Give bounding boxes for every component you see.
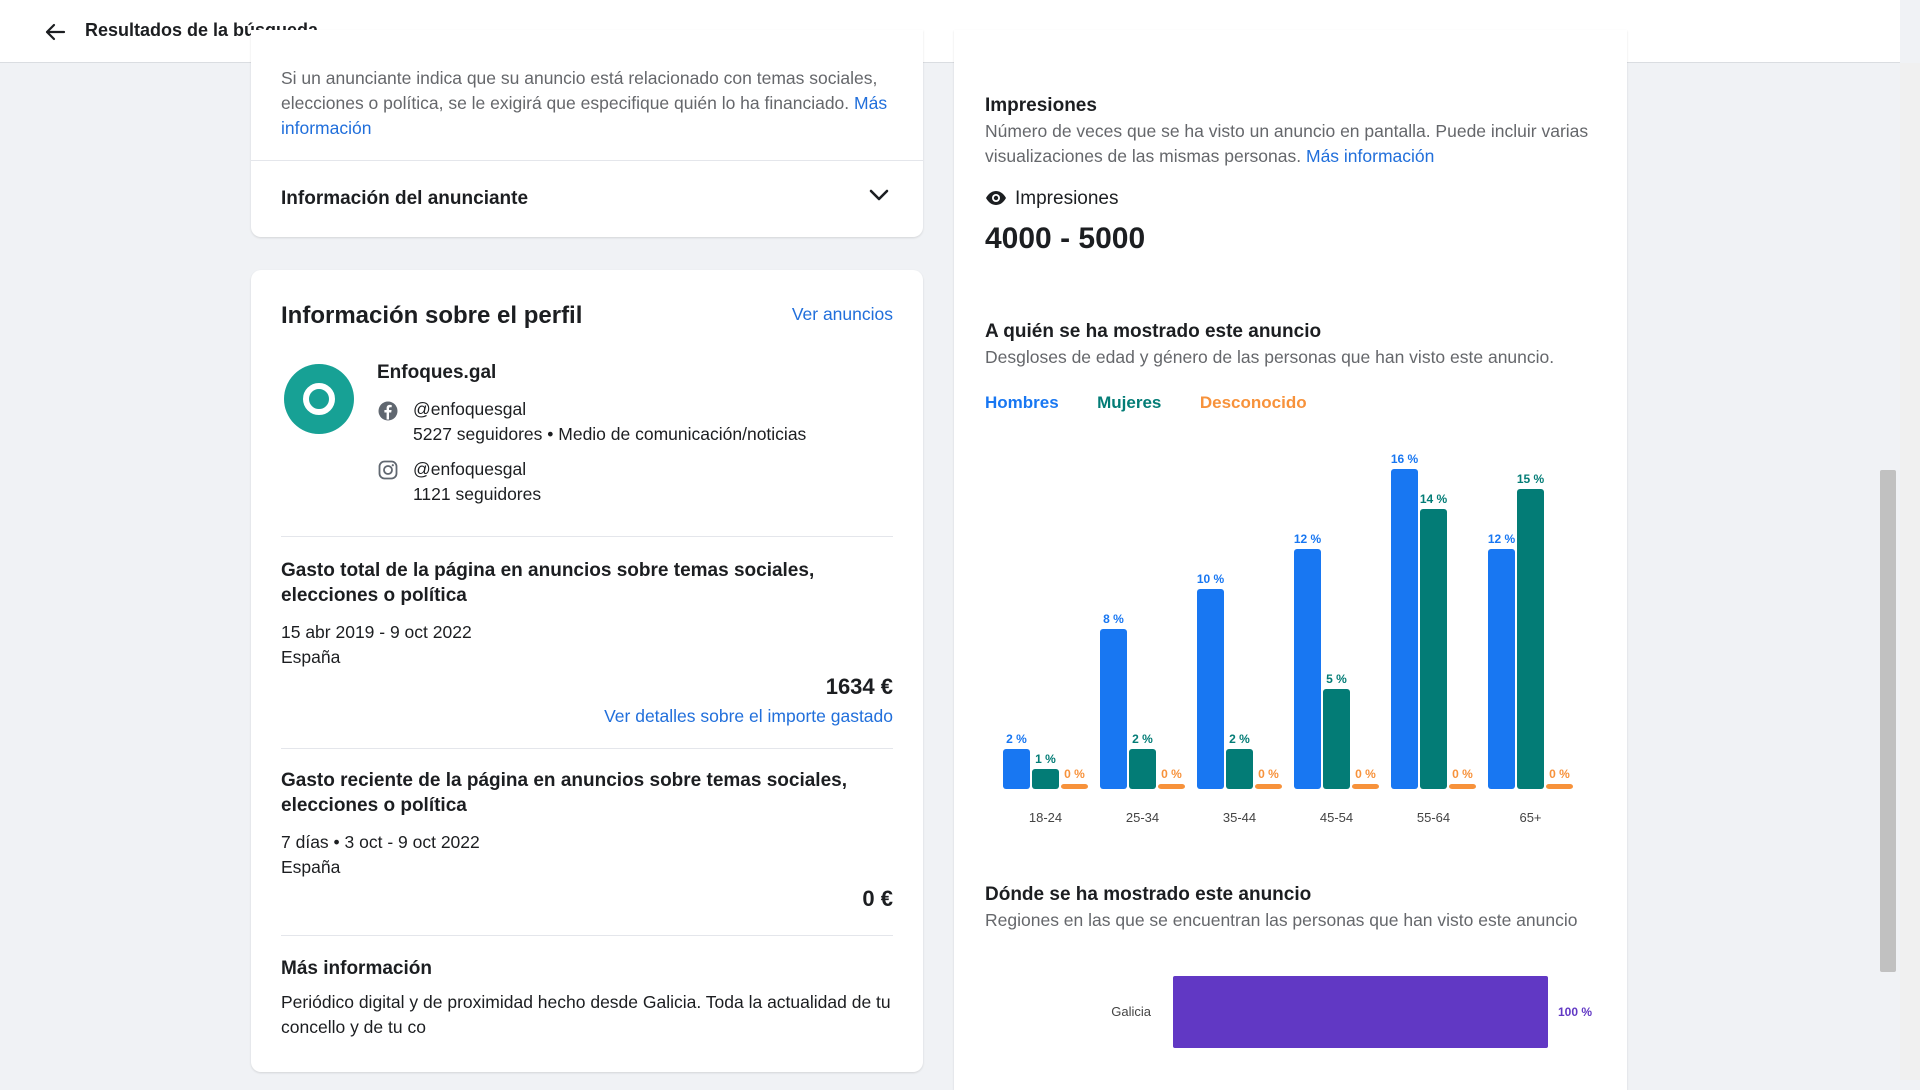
bar-label: 16 % xyxy=(1391,452,1419,466)
spend-details-link[interactable]: Ver detalles sobre el importe gastado xyxy=(604,706,893,726)
see-ads-link[interactable]: Ver anuncios xyxy=(791,304,893,324)
bar-label: 0 % xyxy=(1452,767,1473,781)
advertiser-info-toggle[interactable]: Información del anunciante xyxy=(281,188,529,209)
bar-label: 12 % xyxy=(1294,532,1322,546)
x-tick-label: 55-64 xyxy=(1417,810,1450,825)
bar-label: 5 % xyxy=(1326,672,1347,686)
bar-65+-1 xyxy=(1517,489,1544,789)
regions-title: Dónde se ha mostrado este anuncio xyxy=(985,884,1312,905)
chevron-down-icon[interactable] xyxy=(869,188,889,202)
arrow-left-icon[interactable] xyxy=(44,22,66,42)
instagram-handle: @enfoquesgal xyxy=(413,459,527,479)
region-label: Galicia xyxy=(1111,1004,1152,1019)
facebook-details: 5227 seguidores • Medio de comunicación/… xyxy=(413,424,807,444)
x-tick-label: 45-54 xyxy=(1320,810,1353,825)
impressions-description: Número de veces que se ha visto un anunc… xyxy=(985,119,1597,169)
disclaimer-card: Si un anunciante indica que su anuncio e… xyxy=(251,30,923,237)
bar-35-44-0 xyxy=(1197,589,1224,789)
bar-65+-2 xyxy=(1546,784,1573,789)
bar-label: 0 % xyxy=(1258,767,1279,781)
bar-18-24-0 xyxy=(1003,749,1030,789)
bar-label: 15 % xyxy=(1517,472,1545,486)
legend-men[interactable]: Hombres xyxy=(985,393,1059,412)
total-spend-country: España xyxy=(281,647,341,667)
page-name[interactable]: Enfoques.gal xyxy=(377,362,497,383)
instagram-icon xyxy=(378,460,398,480)
bar-label: 0 % xyxy=(1355,767,1376,781)
disclaimer-text: Si un anunciante indica que su anuncio e… xyxy=(281,66,891,141)
divider xyxy=(281,935,893,936)
recent-spend-country: España xyxy=(281,857,341,877)
bar-45-54-1 xyxy=(1323,689,1350,789)
bar-label: 0 % xyxy=(1064,767,1085,781)
impressions-value: 4000 - 5000 xyxy=(985,222,1146,255)
scrollbar-thumb[interactable] xyxy=(1880,470,1896,972)
recent-spend-date-range: 7 días • 3 oct - 9 oct 2022 xyxy=(281,832,480,852)
x-tick-label: 25-34 xyxy=(1126,810,1159,825)
impressions-title: Impresiones xyxy=(985,95,1097,116)
bar-label: 0 % xyxy=(1549,767,1570,781)
regions-subtitle: Regiones en las que se encuentran las pe… xyxy=(985,910,1578,930)
bar-label: 10 % xyxy=(1197,572,1225,586)
profile-section-title: Información sobre el perfil xyxy=(281,302,583,329)
bar-65+-0 xyxy=(1488,549,1515,789)
total-spend-amount: 1634 € xyxy=(825,674,893,699)
recent-spend-title: Gasto reciente de la página en anuncios … xyxy=(281,770,847,816)
impressions-label: Impresiones xyxy=(1015,188,1119,209)
facebook-icon xyxy=(378,401,398,421)
bar-55-64-1 xyxy=(1420,509,1447,789)
x-tick-label: 65+ xyxy=(1519,810,1541,825)
bar-label: 12 % xyxy=(1488,532,1516,546)
bar-55-64-0 xyxy=(1391,469,1418,789)
bar-label: 14 % xyxy=(1420,492,1448,506)
bar-label: 2 % xyxy=(1229,732,1250,746)
audience-title: A quién se ha mostrado este anuncio xyxy=(985,321,1322,342)
scrollbar-track[interactable] xyxy=(1900,63,1920,1080)
bar-45-54-0 xyxy=(1294,549,1321,789)
divider xyxy=(281,536,893,537)
divider xyxy=(281,748,893,749)
bar-18-24-2 xyxy=(1061,784,1088,789)
audience-subtitle: Desgloses de edad y género de las person… xyxy=(985,347,1555,367)
avatar[interactable] xyxy=(284,364,354,434)
bar-25-34-1 xyxy=(1129,749,1156,789)
more-info-title: Más información xyxy=(281,958,432,979)
bar-45-54-2 xyxy=(1352,784,1379,789)
bar-label: 2 % xyxy=(1006,732,1027,746)
legend-women[interactable]: Mujeres xyxy=(1097,393,1162,412)
bar-25-34-2 xyxy=(1158,784,1185,789)
eye-icon xyxy=(986,191,1006,205)
ad-stats-card: Impresiones Número de veces que se ha vi… xyxy=(954,30,1627,1090)
chart-legend: Hombres Mujeres Desconocido xyxy=(985,393,1341,413)
audience-bar-chart: 2 % 1 % 0 % 18-24 8 % 2 % 0 % 25-34 10 % 2 % 0 % 35… xyxy=(1003,452,1592,1048)
bar-label: 2 % xyxy=(1132,732,1153,746)
profile-card: Información sobre el perfil Ver anuncios… xyxy=(251,270,923,1072)
bar-label: 8 % xyxy=(1103,612,1124,626)
bar-25-34-0 xyxy=(1100,629,1127,789)
bar-label: 0 % xyxy=(1161,767,1182,781)
facebook-handle: @enfoquesgal xyxy=(413,399,527,419)
instagram-details: 1121 seguidores xyxy=(413,484,542,504)
more-info-link[interactable]: Más información xyxy=(281,93,888,138)
bar-35-44-2 xyxy=(1255,784,1282,789)
x-tick-label: 35-44 xyxy=(1223,810,1256,825)
recent-spend-amount: 0 € xyxy=(862,886,893,911)
region-value-label: 100 % xyxy=(1558,1005,1592,1019)
impressions-more-info-link[interactable]: Más información xyxy=(1306,146,1435,166)
impressions-description-text: Número de veces que se ha visto un anunc… xyxy=(985,121,1589,166)
total-spend-title: Gasto total de la página en anuncios sob… xyxy=(281,560,815,606)
bar-55-64-2 xyxy=(1449,784,1476,789)
disclaimer-body: Si un anunciante indica que su anuncio e… xyxy=(281,68,878,113)
more-info-text: Periódico digital y de proximidad hecho … xyxy=(281,992,891,1037)
total-spend-date-range: 15 abr 2019 - 9 oct 2022 xyxy=(281,622,472,642)
bar-18-24-1 xyxy=(1032,769,1059,789)
x-tick-label: 18-24 xyxy=(1029,810,1062,825)
legend-unknown[interactable]: Desconocido xyxy=(1199,393,1307,412)
region-bar xyxy=(1173,976,1548,1048)
bar-label: 1 % xyxy=(1035,752,1056,766)
bar-35-44-1 xyxy=(1226,749,1253,789)
divider xyxy=(251,160,923,161)
